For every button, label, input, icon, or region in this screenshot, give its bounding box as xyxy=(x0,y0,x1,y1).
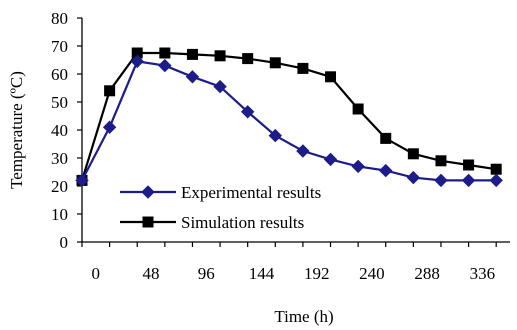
data-point xyxy=(325,71,337,83)
legend: Experimental results Simulation results xyxy=(120,183,321,232)
data-point xyxy=(351,159,365,174)
data-point xyxy=(435,155,447,167)
data-point xyxy=(75,173,89,188)
legend-marker xyxy=(142,216,154,228)
y-tick-label: 50 xyxy=(51,93,68,112)
y-ticks: 0 10 20 30 40 50 60 70 80 xyxy=(51,9,82,252)
data-point xyxy=(489,173,503,188)
data-point xyxy=(158,58,172,73)
data-point xyxy=(297,62,309,74)
data-point xyxy=(269,57,281,69)
x-tick-label: 144 xyxy=(249,264,275,283)
x-tick-label: 192 xyxy=(304,264,330,283)
data-point xyxy=(240,105,255,119)
y-tick-label: 60 xyxy=(51,65,68,84)
data-point xyxy=(186,48,198,60)
data-point xyxy=(102,120,117,134)
x-tick-label: 240 xyxy=(359,264,385,283)
y-tick-label: 0 xyxy=(60,233,69,252)
data-point xyxy=(268,128,282,143)
data-point xyxy=(352,103,364,115)
series-simulation xyxy=(76,47,502,186)
axes xyxy=(81,18,510,243)
x-tick-label: 336 xyxy=(470,264,496,283)
data-point xyxy=(463,159,475,171)
data-point xyxy=(185,70,200,84)
data-point xyxy=(242,53,254,65)
x-tick-label: 48 xyxy=(143,264,160,283)
series-layer xyxy=(75,47,503,188)
y-tick-label: 20 xyxy=(51,177,68,196)
data-point xyxy=(380,132,392,144)
data-point xyxy=(406,170,421,185)
data-point xyxy=(434,173,448,188)
series-line xyxy=(80,51,497,181)
legend-label: Experimental results xyxy=(181,183,321,202)
data-point xyxy=(214,50,226,62)
series-line xyxy=(81,60,497,182)
data-point xyxy=(213,79,227,94)
data-point xyxy=(490,163,502,175)
series-experimental xyxy=(75,54,503,188)
data-point xyxy=(461,173,476,188)
y-tick-label: 40 xyxy=(51,121,68,140)
x-tick-label: 288 xyxy=(414,264,440,283)
x-axis-label: Time (h) xyxy=(274,307,333,326)
data-point xyxy=(104,85,116,97)
legend-entry: Experimental results xyxy=(120,183,321,202)
legend-label: Simulation results xyxy=(181,213,304,232)
data-point xyxy=(323,152,338,167)
y-tick-label: 10 xyxy=(51,205,68,224)
y-tick-label: 30 xyxy=(51,149,68,168)
y-axis-label: Temperature (ºC) xyxy=(7,71,26,189)
x-ticks: 0 48 96 144 192 240 288 336 xyxy=(81,242,497,283)
data-point xyxy=(407,148,419,160)
y-tick-label: 80 xyxy=(51,9,68,28)
legend-entry: Simulation results xyxy=(120,213,304,232)
x-tick-label: 96 xyxy=(198,264,215,283)
data-point xyxy=(296,144,310,158)
data-point xyxy=(130,54,144,69)
y-tick-label: 70 xyxy=(51,37,68,56)
legend-marker xyxy=(141,185,155,199)
data-point xyxy=(379,163,393,178)
x-tick-label: 0 xyxy=(92,264,101,283)
data-point xyxy=(159,47,171,59)
